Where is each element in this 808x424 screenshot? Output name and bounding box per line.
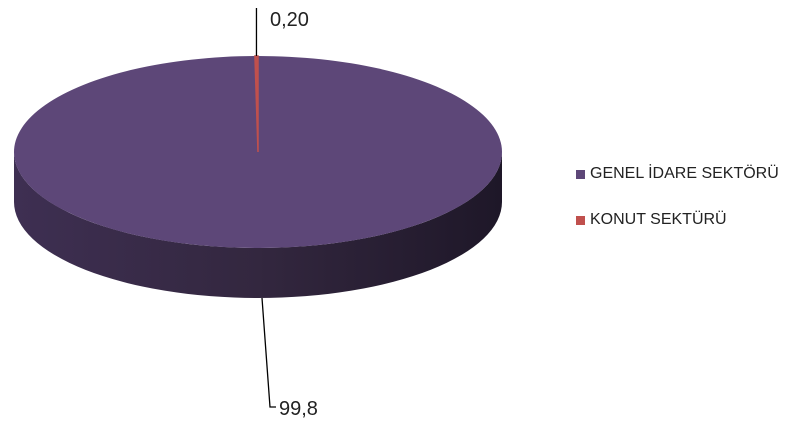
legend-label-genel-idare: GENEL İDARE SEKTÖRÜ (590, 165, 779, 182)
leader-line-genel-idare (261, 297, 276, 408)
pie-slice-konut (254, 55, 259, 153)
pie-side (14, 152, 502, 298)
data-label-genel-idare: 99,8 (279, 398, 318, 420)
data-label-konut: 0,20 (270, 9, 309, 31)
legend-item-konut: KONUT SEKTÜRÜ (576, 209, 779, 231)
legend: GENEL İDARE SEKTÖRÜ KONUT SEKTÜRÜ (576, 163, 779, 255)
legend-swatch-genel-idare (576, 169, 585, 179)
legend-swatch-konut (576, 215, 585, 225)
legend-item-genel-idare: GENEL İDARE SEKTÖRÜ (576, 163, 779, 185)
legend-label-konut: KONUT SEKTÜRÜ (590, 211, 727, 228)
